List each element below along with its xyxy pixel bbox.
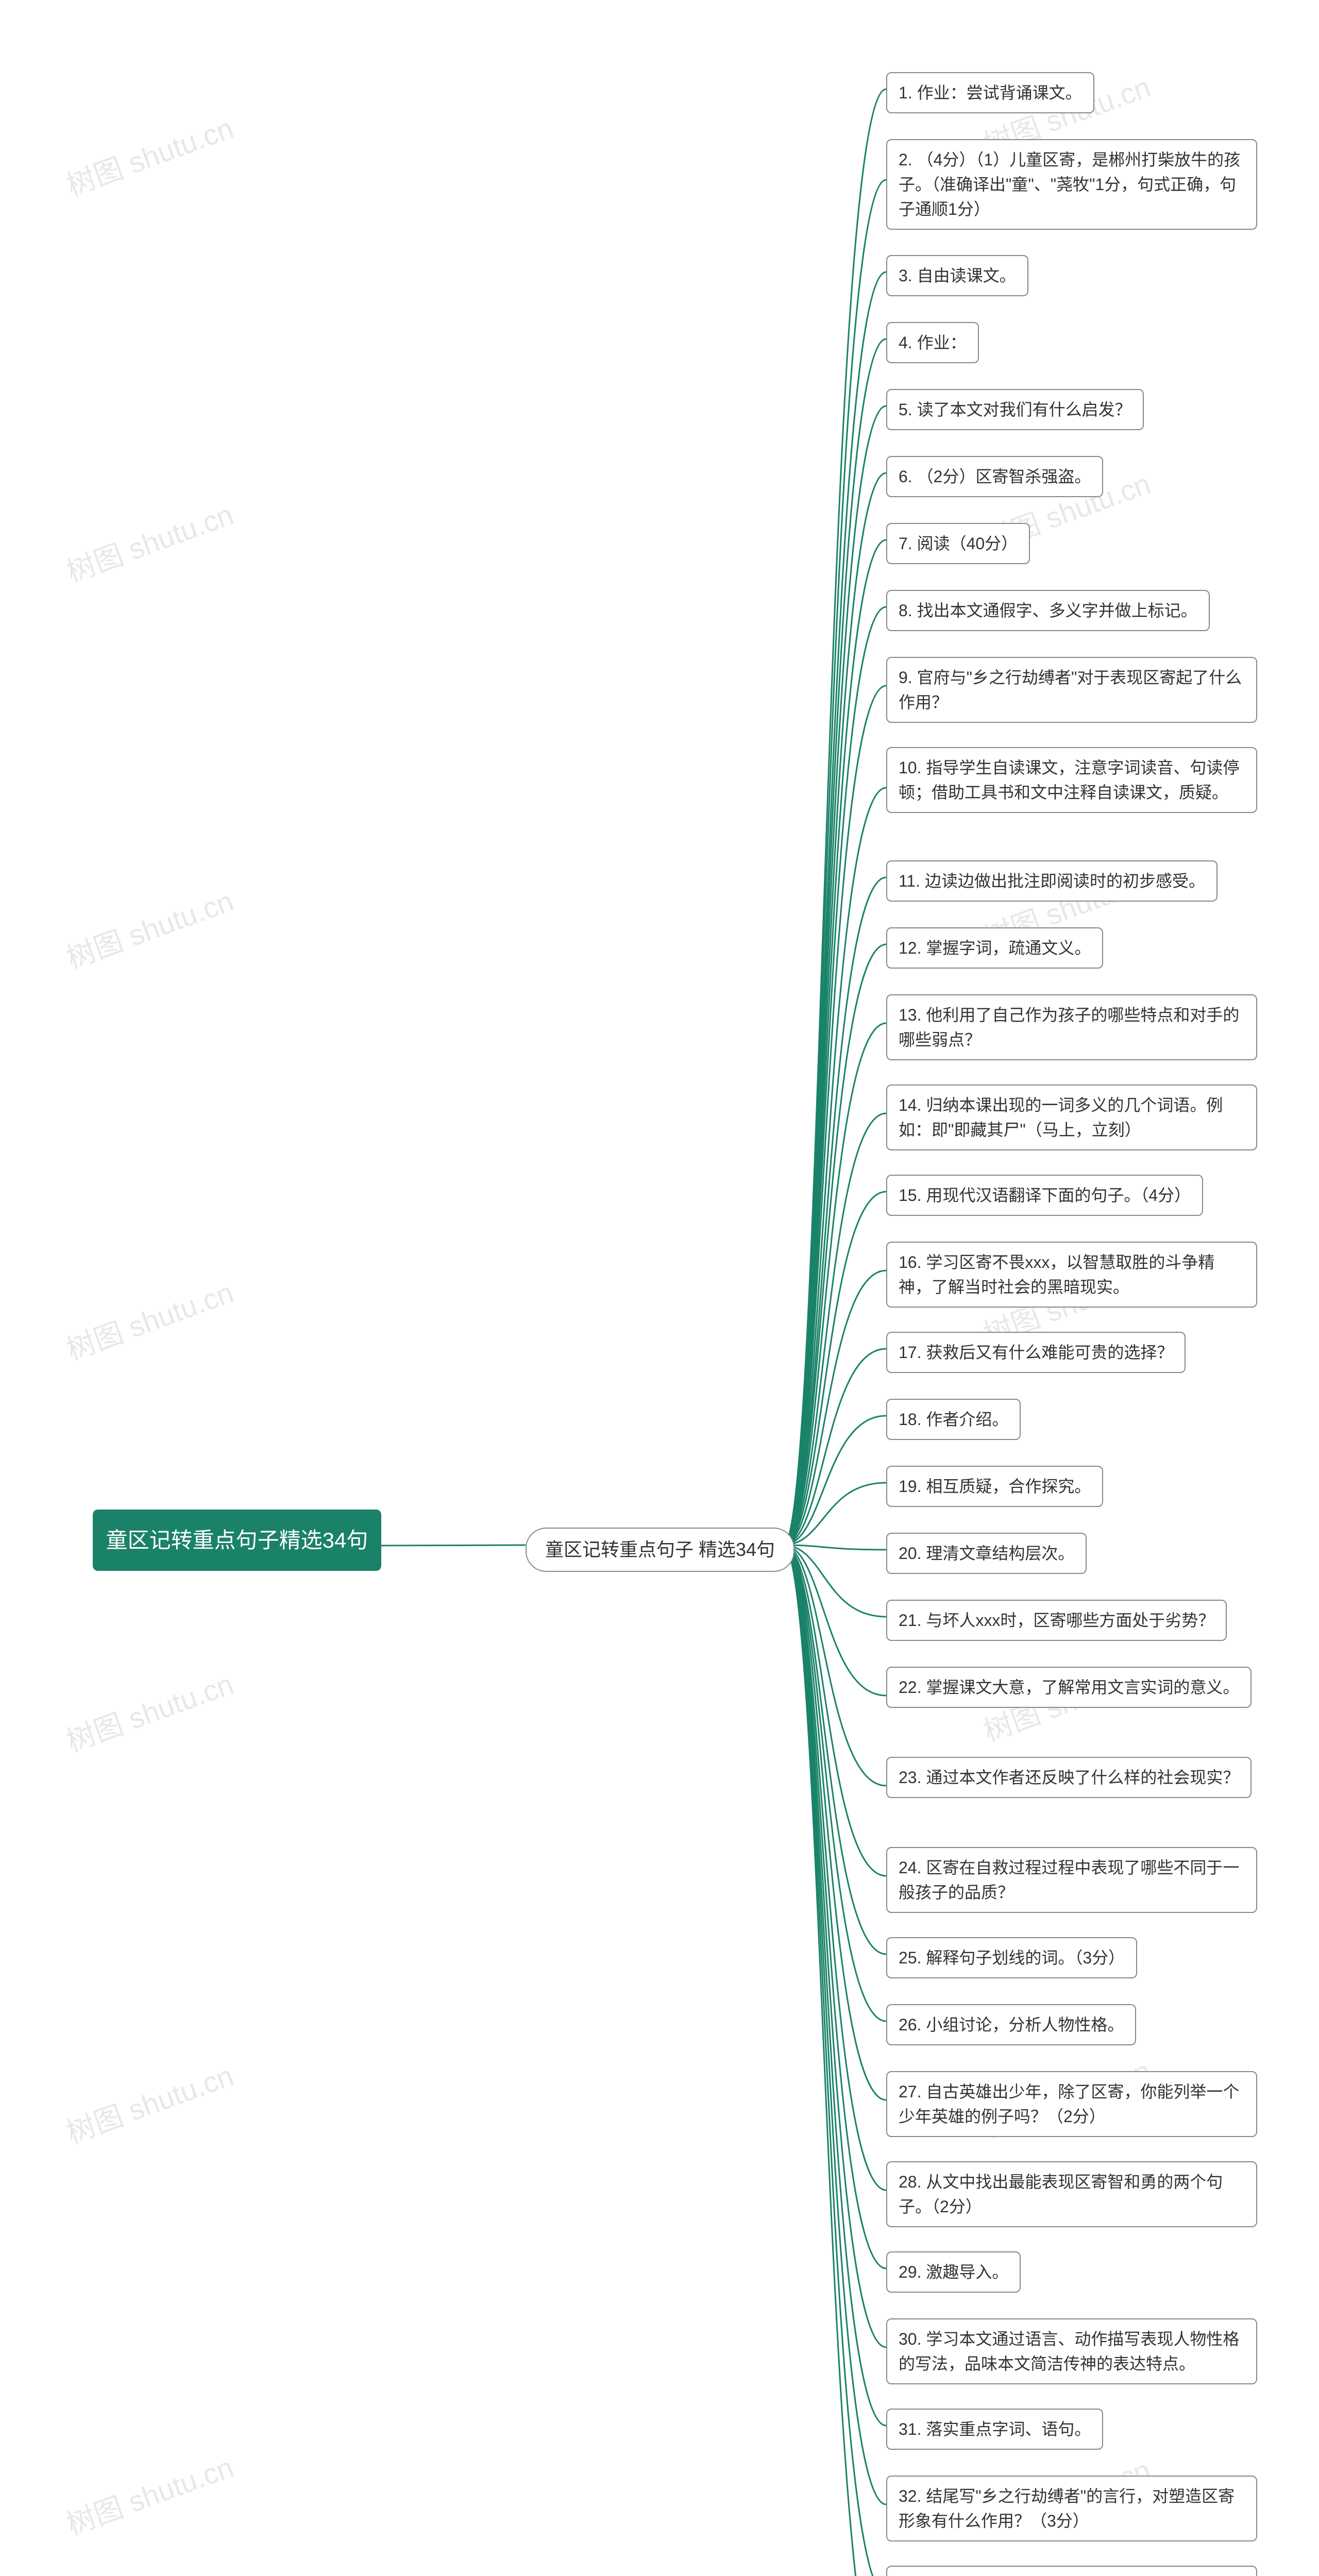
leaf-node: 6. （2分）区寄智杀强盗。: [886, 456, 1103, 497]
leaf-node: 12. 掌握字词，疏通文义。: [886, 927, 1103, 969]
leaf-node: 24. 区寄在自救过程过程中表现了哪些不同于一般孩子的品质？: [886, 1847, 1257, 1913]
leaf-node: 21. 与坏人xxx时，区寄哪些方面处于劣势？: [886, 1600, 1227, 1641]
leaf-node: 29. 激趣导入。: [886, 2251, 1021, 2293]
leaf-node: 33. 依据关键词句合作释疑，通译全文并概括主要内容。: [886, 2566, 1257, 2576]
mid-node: 童区记转重点句子 精选34句: [526, 1528, 794, 1572]
root-node: 童区记转重点句子精选34句: [93, 1510, 381, 1571]
leaf-node: 17. 获救后又有什么难能可贵的选择？: [886, 1332, 1186, 1373]
leaf-node: 3. 自由读课文。: [886, 255, 1028, 296]
leaf-node: 2. （4分）（1）儿童区寄，是郴州打柴放牛的孩子。（准确译出"童"、"荛牧"1…: [886, 139, 1257, 230]
leaf-node: 25. 解释句子划线的词。（3分）: [886, 1937, 1137, 1978]
leaf-node: 13. 他利用了自己作为孩子的哪些特点和对手的哪些弱点？: [886, 994, 1257, 1060]
leaf-node: 32. 结尾写"乡之行劫缚者"的言行，对塑造区寄形象有什么作用？（3分）: [886, 2476, 1257, 2541]
leaf-node: 23. 通过本文作者还反映了什么样的社会现实？: [886, 1757, 1252, 1798]
leaf-node: 8. 找出本文通假字、多义字并做上标记。: [886, 590, 1210, 631]
leaf-node: 28. 从文中找出最能表现区寄智和勇的两个句子。（2分）: [886, 2161, 1257, 2227]
leaf-node: 15. 用现代汉语翻译下面的句子。（4分）: [886, 1175, 1203, 1216]
leaf-node: 16. 学习区寄不畏xxx，以智慧取胜的斗争精神，了解当时社会的黑暗现实。: [886, 1242, 1257, 1308]
leaf-node: 30. 学习本文通过语言、动作描写表现人物性格的写法，品味本文简洁传神的表达特点…: [886, 2318, 1257, 2384]
leaf-node: 27. 自古英雄出少年，除了区寄，你能列举一个少年英雄的例子吗？（2分）: [886, 2071, 1257, 2137]
leaf-node: 9. 官府与"乡之行劫缚者"对于表现区寄起了什么作用？: [886, 657, 1257, 723]
leaf-node: 7. 阅读（40分）: [886, 523, 1030, 564]
leaf-node: 10. 指导学生自读课文，注意字词读音、句读停顿；借助工具书和文中注释自读课文，…: [886, 747, 1257, 813]
leaf-node: 5. 读了本文对我们有什么启发？: [886, 389, 1144, 430]
leaf-node: 1. 作业：尝试背诵课文。: [886, 72, 1094, 113]
leaf-node: 11. 边读边做出批注即阅读时的初步感受。: [886, 860, 1217, 902]
leaf-node: 22. 掌握课文大意，了解常用文言实词的意义。: [886, 1667, 1252, 1708]
leaf-node: 20. 理清文章结构层次。: [886, 1533, 1087, 1574]
leaf-node: 19. 相互质疑，合作探究。: [886, 1466, 1103, 1507]
leaf-node: 31. 落实重点字词、语句。: [886, 2409, 1103, 2450]
leaf-node: 14. 归纳本课出现的一词多义的几个词语。例如：即"即藏其尸"（马上，立刻）: [886, 1084, 1257, 1150]
leaf-node: 18. 作者介绍。: [886, 1399, 1021, 1440]
leaf-node: 26. 小组讨论，分析人物性格。: [886, 2004, 1136, 2045]
leaf-node: 4. 作业：: [886, 322, 979, 363]
